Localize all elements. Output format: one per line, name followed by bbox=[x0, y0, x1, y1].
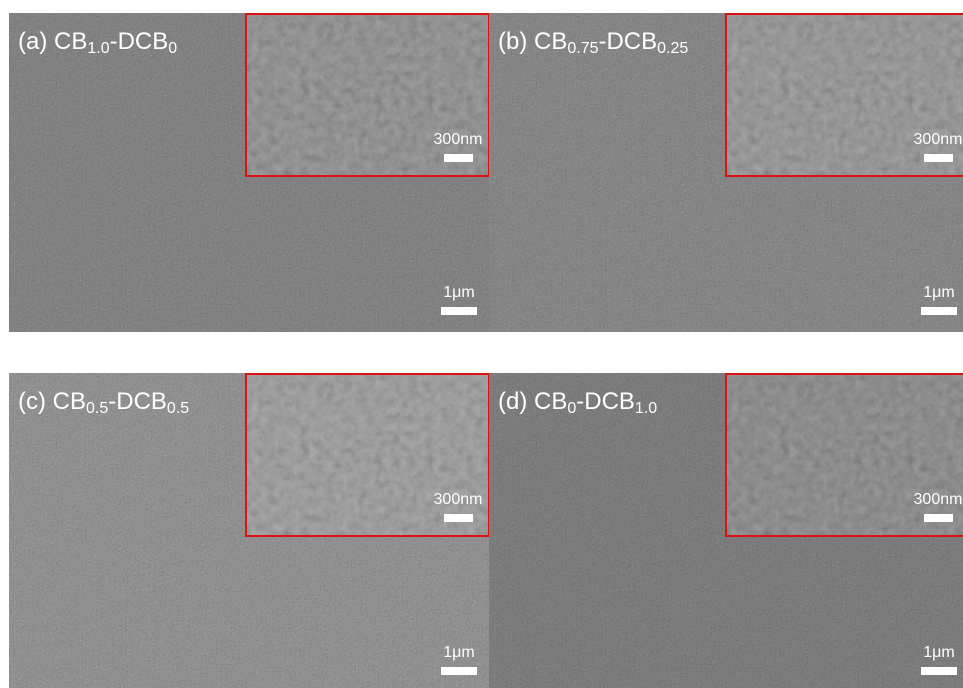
scale-label: 1μm bbox=[923, 284, 954, 301]
label-subscript: 0.5 bbox=[167, 400, 189, 417]
page: {"panels": [ {"label": ["(a) CB", "1.0",… bbox=[0, 0, 963, 688]
scale-label: 1μm bbox=[443, 284, 474, 301]
scale-bar bbox=[921, 667, 957, 675]
label-subscript: 0.25 bbox=[657, 40, 688, 57]
figure: 300nm(a) CB1.0-DCB01μm300nm(b) CB0.75-DC… bbox=[0, 0, 963, 688]
inset-scale-label: 300nm bbox=[434, 131, 483, 148]
inset-texture bbox=[246, 14, 489, 176]
label-text: -DCB bbox=[598, 28, 657, 55]
scale-label: 1μm bbox=[443, 644, 474, 661]
sem-panel: 300nm (a) CB1.0-DCB0 1μm bbox=[9, 13, 489, 332]
label-subscript: 1.0 bbox=[635, 400, 657, 417]
scale-bar bbox=[921, 307, 957, 315]
scale-bar bbox=[441, 307, 477, 315]
label-subscript: 0.75 bbox=[567, 40, 598, 57]
inset-scale-bar bbox=[444, 514, 473, 522]
label-text: -DCB bbox=[110, 28, 169, 55]
inset-scale-bar bbox=[924, 154, 953, 162]
panel-label: (d) CB0-DCB1.0 bbox=[498, 388, 657, 417]
inset-scale-label: 300nm bbox=[434, 491, 483, 508]
label-subscript: 1.0 bbox=[87, 40, 109, 57]
label-text: (d) CB bbox=[498, 388, 567, 415]
label-text: -DCB bbox=[576, 388, 635, 415]
label-text: (a) CB bbox=[18, 28, 87, 55]
scale-label: 1μm bbox=[923, 644, 954, 661]
inset-texture bbox=[246, 374, 489, 536]
inset-scale-bar bbox=[924, 514, 953, 522]
label-subscript: 0.5 bbox=[86, 400, 108, 417]
scale-bar bbox=[441, 667, 477, 675]
inset-scale-label: 300nm bbox=[914, 131, 963, 148]
label-text: (b) CB bbox=[498, 28, 567, 55]
sem-panel: 300nm (d) CB0-DCB1.0 1μm bbox=[489, 373, 963, 688]
inset-scale-label: 300nm bbox=[914, 491, 963, 508]
sem-panel: 300nm (b) CB0.75-DCB0.25 1μm bbox=[489, 13, 963, 332]
label-text: -DCB bbox=[108, 388, 167, 415]
inset-texture bbox=[726, 374, 963, 536]
inset-texture bbox=[726, 14, 963, 176]
inset-scale-bar bbox=[444, 154, 473, 162]
label-subscript: 0 bbox=[168, 40, 177, 57]
label-text: (c) CB bbox=[18, 388, 86, 415]
label-subscript: 0 bbox=[567, 400, 576, 417]
